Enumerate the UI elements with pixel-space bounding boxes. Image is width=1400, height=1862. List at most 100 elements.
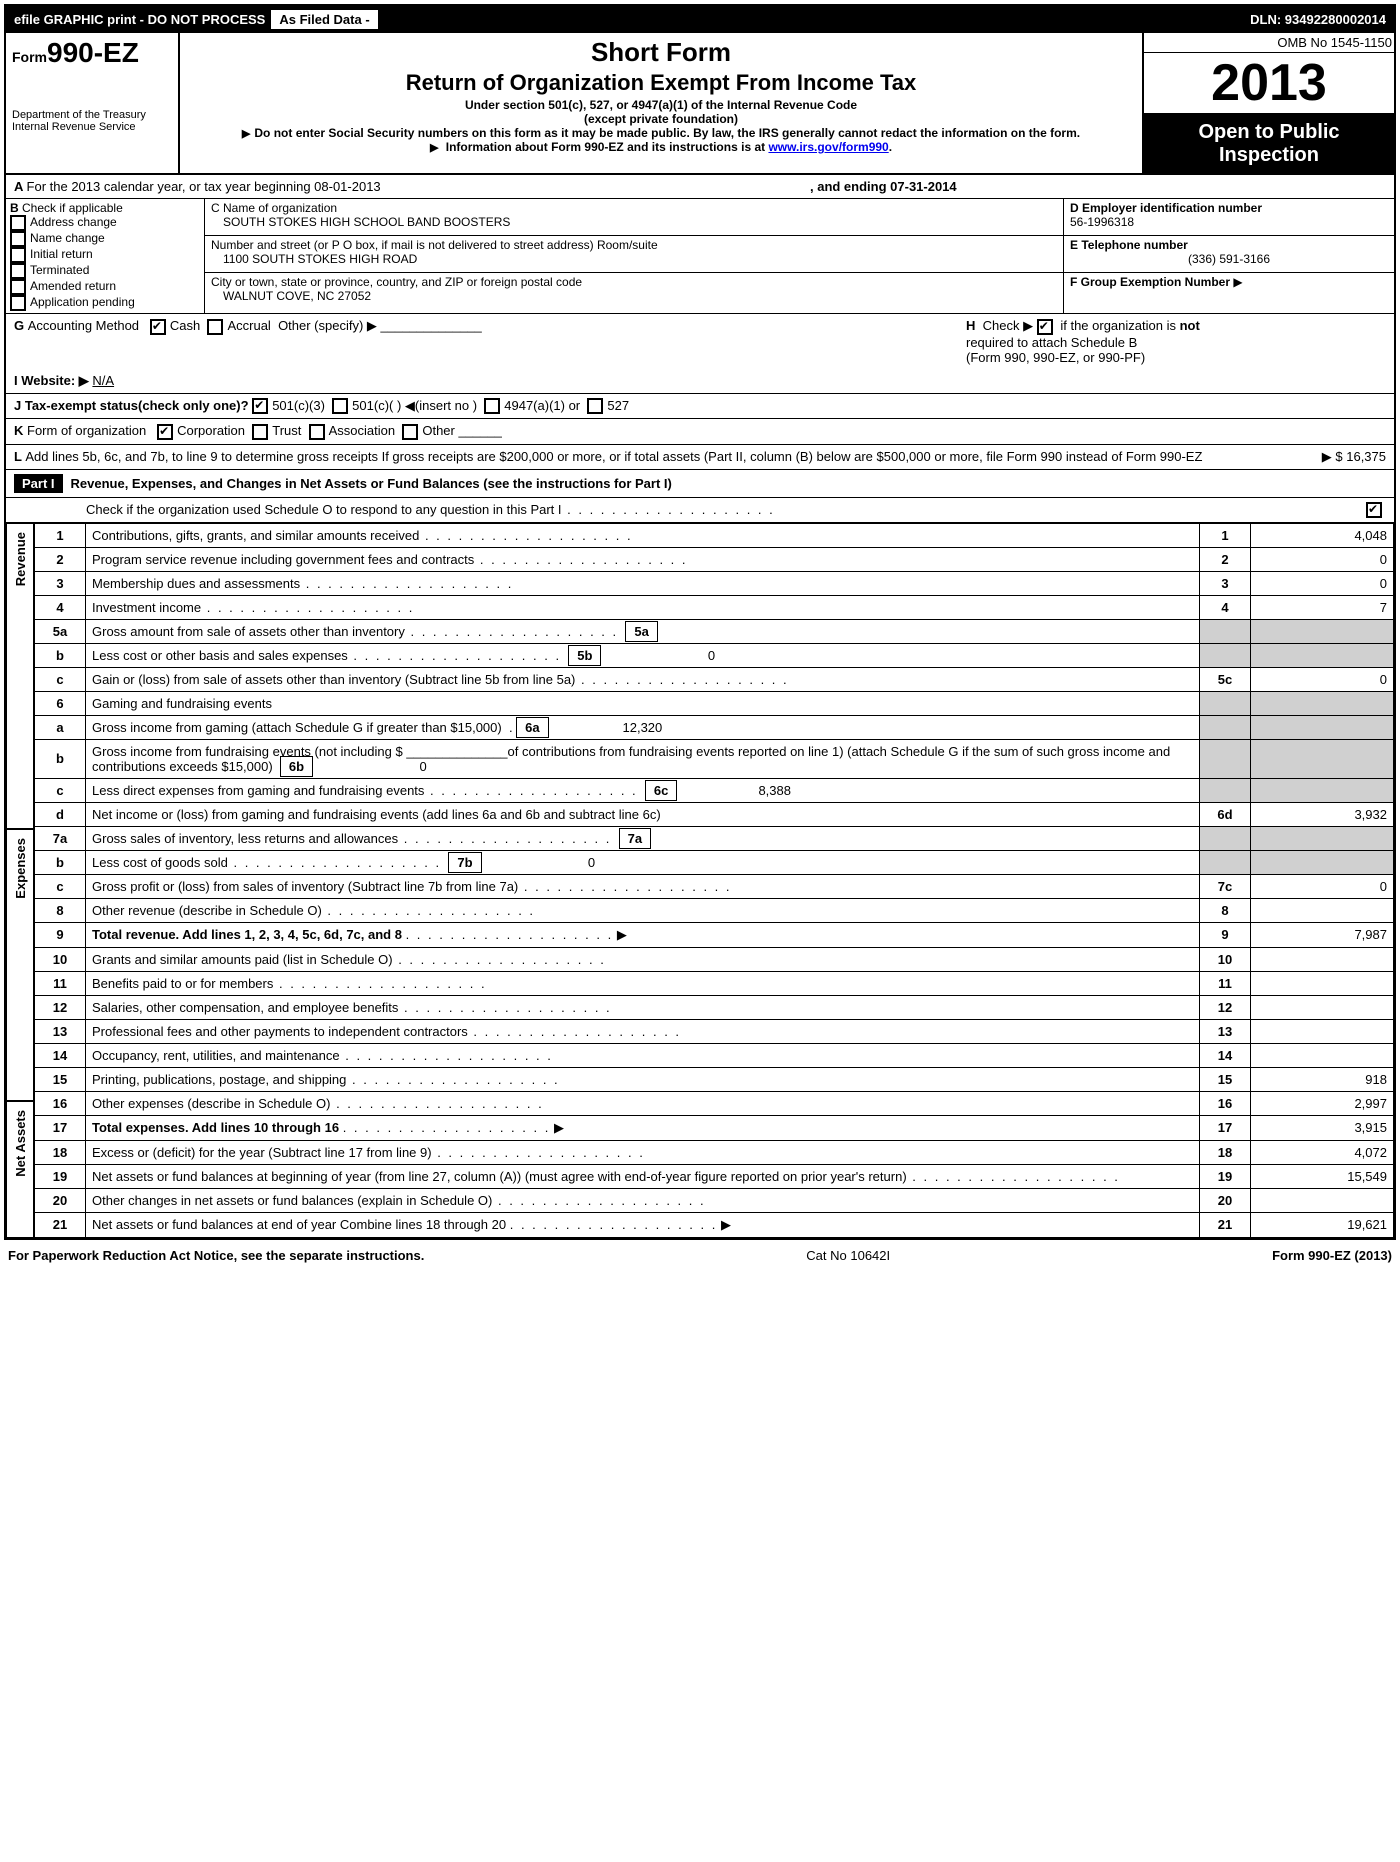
- short-form-title: Short Form: [188, 37, 1134, 68]
- line-18-desc: Excess or (deficit) for the year (Subtra…: [86, 1140, 1200, 1164]
- line-21-desc: Net assets or fund balances at end of ye…: [92, 1217, 506, 1232]
- org-name: SOUTH STOKES HIGH SCHOOL BAND BOOSTERS: [211, 215, 1057, 229]
- footer-mid: Cat No 10642I: [806, 1248, 890, 1263]
- line-7b-desc: Less cost of goods sold: [92, 855, 441, 870]
- form-prefix: Form: [12, 49, 47, 65]
- return-title: Return of Organization Exempt From Incom…: [188, 70, 1134, 96]
- footer-right: Form 990-EZ (2013): [1272, 1248, 1392, 1263]
- line-13-val: [1251, 1019, 1394, 1043]
- line-19-val: 15,549: [1251, 1164, 1394, 1188]
- part-i-header: Part I Revenue, Expenses, and Changes in…: [6, 470, 1394, 498]
- b-label: Check if applicable: [22, 201, 123, 215]
- line-8-val: [1251, 898, 1394, 922]
- line-14-val: [1251, 1043, 1394, 1067]
- phone: (336) 591-3166: [1070, 252, 1388, 266]
- line-7c-val: 0: [1251, 874, 1394, 898]
- j-d: 527: [607, 398, 629, 413]
- line-5a-desc: Gross amount from sale of assets other t…: [92, 624, 618, 639]
- chk-amended[interactable]: [10, 279, 26, 295]
- chk-assoc[interactable]: [309, 424, 325, 440]
- line-11-val: [1251, 971, 1394, 995]
- c-addr-label: Number and street (or P O box, if mail i…: [211, 238, 1057, 252]
- chk-other[interactable]: [402, 424, 418, 440]
- part-i-title: Revenue, Expenses, and Changes in Net As…: [71, 476, 480, 491]
- line-j: J Tax-exempt status(check only one)? 501…: [6, 394, 1394, 420]
- line-5a-wrap: Gross amount from sale of assets other t…: [86, 619, 1200, 643]
- form-container: efile GRAPHIC print - DO NOT PROCESS As …: [4, 4, 1396, 1240]
- part-i-label: Part I: [14, 474, 63, 493]
- side-netassets: Net Assets: [11, 1102, 30, 1185]
- chk-corp[interactable]: [157, 424, 173, 440]
- chk-app-pending[interactable]: [10, 295, 26, 311]
- chk-501c[interactable]: [332, 398, 348, 414]
- j-text: Tax-exempt status(check only one)?: [25, 398, 249, 413]
- chk-527[interactable]: [587, 398, 603, 414]
- side-expenses: Expenses: [11, 830, 30, 907]
- chk-accrual[interactable]: [207, 319, 223, 335]
- line-5b-sv: 0: [605, 648, 715, 663]
- line-6-desc: Gaming and fundraising events: [86, 691, 1200, 715]
- line-12-desc: Salaries, other compensation, and employ…: [86, 995, 1200, 1019]
- line-4-desc: Investment income: [86, 595, 1200, 619]
- line-10-val: [1251, 947, 1394, 971]
- g-text: Accounting Method: [28, 318, 139, 333]
- line-7b-sv: 0: [485, 855, 595, 870]
- chk-address-change[interactable]: [10, 215, 26, 231]
- line-7a-wrap: Gross sales of inventory, less returns a…: [86, 826, 1200, 850]
- org-info-block: B Check if applicable Address change Nam…: [6, 199, 1394, 314]
- line-6a-desc: Gross income from gaming (attach Schedul…: [92, 720, 502, 735]
- k-assoc: Association: [329, 423, 395, 438]
- g-other: Other (specify) ▶: [278, 318, 377, 333]
- line-4-val: 7: [1251, 595, 1394, 619]
- line-5c-desc: Gain or (loss) from sale of assets other…: [86, 667, 1200, 691]
- l-val: ▶ $ 16,375: [1246, 449, 1386, 465]
- warn2-text: Information about Form 990-EZ and its in…: [446, 140, 769, 154]
- j-c: 4947(a)(1) or: [504, 398, 580, 413]
- line-9-desc: Total revenue. Add lines 1, 2, 3, 4, 5c,…: [92, 927, 402, 942]
- col-d: D Employer identification number 56-1996…: [1064, 199, 1394, 313]
- chk-h[interactable]: [1037, 319, 1053, 335]
- subtitle-2: (except private foundation): [188, 112, 1134, 126]
- opt-name: Name change: [30, 231, 105, 245]
- col-c: C Name of organization SOUTH STOKES HIGH…: [205, 199, 1064, 313]
- open-public: Open to Public Inspection: [1144, 115, 1394, 173]
- line-20-desc: Other changes in net assets or fund bala…: [86, 1188, 1200, 1212]
- line-6d-val: 3,932: [1251, 802, 1394, 826]
- subtitle-1: Under section 501(c), 527, or 4947(a)(1)…: [188, 98, 1134, 112]
- financial-block: Revenue Expenses Net Assets 1Contributio…: [6, 523, 1394, 1238]
- chk-name-change[interactable]: [10, 231, 26, 247]
- line-6b-desc: Gross income from fundraising events (no…: [92, 744, 1170, 774]
- irs-link[interactable]: www.irs.gov/form990: [768, 140, 888, 154]
- dept-irs: Internal Revenue Service: [12, 121, 172, 133]
- line-21-val: 19,621: [1251, 1212, 1394, 1237]
- form-header: Form990-EZ Department of the Treasury In…: [6, 33, 1394, 175]
- part-i-check-text: Check if the organization used Schedule …: [86, 502, 775, 518]
- chk-schedule-o[interactable]: [1366, 502, 1382, 518]
- part-i-check: Check if the organization used Schedule …: [6, 498, 1394, 523]
- tax-year: 2013: [1144, 53, 1394, 115]
- h-text3: (Form 990, 990-EZ, or 990-PF): [966, 350, 1145, 365]
- chk-cash[interactable]: [150, 319, 166, 335]
- chk-initial[interactable]: [10, 247, 26, 263]
- line-a: A For the 2013 calendar year, or tax yea…: [6, 175, 1394, 199]
- ein: 56-1996318: [1070, 215, 1388, 229]
- line-k: K Form of organization Corporation Trust…: [6, 419, 1394, 445]
- line-5c-val: 0: [1251, 667, 1394, 691]
- opt-term: Terminated: [30, 263, 89, 277]
- chk-terminated[interactable]: [10, 263, 26, 279]
- line-1-desc: Contributions, gifts, grants, and simila…: [86, 523, 1200, 547]
- line-18-val: 4,072: [1251, 1140, 1394, 1164]
- line-17-val: 3,915: [1251, 1115, 1394, 1140]
- line-h: H Check ▶ if the organization is not req…: [966, 318, 1386, 365]
- line-6a-sv: 12,320: [552, 720, 662, 735]
- k-corp: Corporation: [177, 423, 245, 438]
- f-label: F Group Exemption Number: [1070, 275, 1230, 289]
- chk-501c3[interactable]: [252, 398, 268, 414]
- line-7b-wrap: Less cost of goods sold 7b 0: [86, 850, 1200, 874]
- line-13-desc: Professional fees and other payments to …: [86, 1019, 1200, 1043]
- chk-4947[interactable]: [484, 398, 500, 414]
- line-3-desc: Membership dues and assessments: [86, 571, 1200, 595]
- line-7c-desc: Gross profit or (loss) from sales of inv…: [86, 874, 1200, 898]
- line-14-desc: Occupancy, rent, utilities, and maintena…: [86, 1043, 1200, 1067]
- chk-trust[interactable]: [252, 424, 268, 440]
